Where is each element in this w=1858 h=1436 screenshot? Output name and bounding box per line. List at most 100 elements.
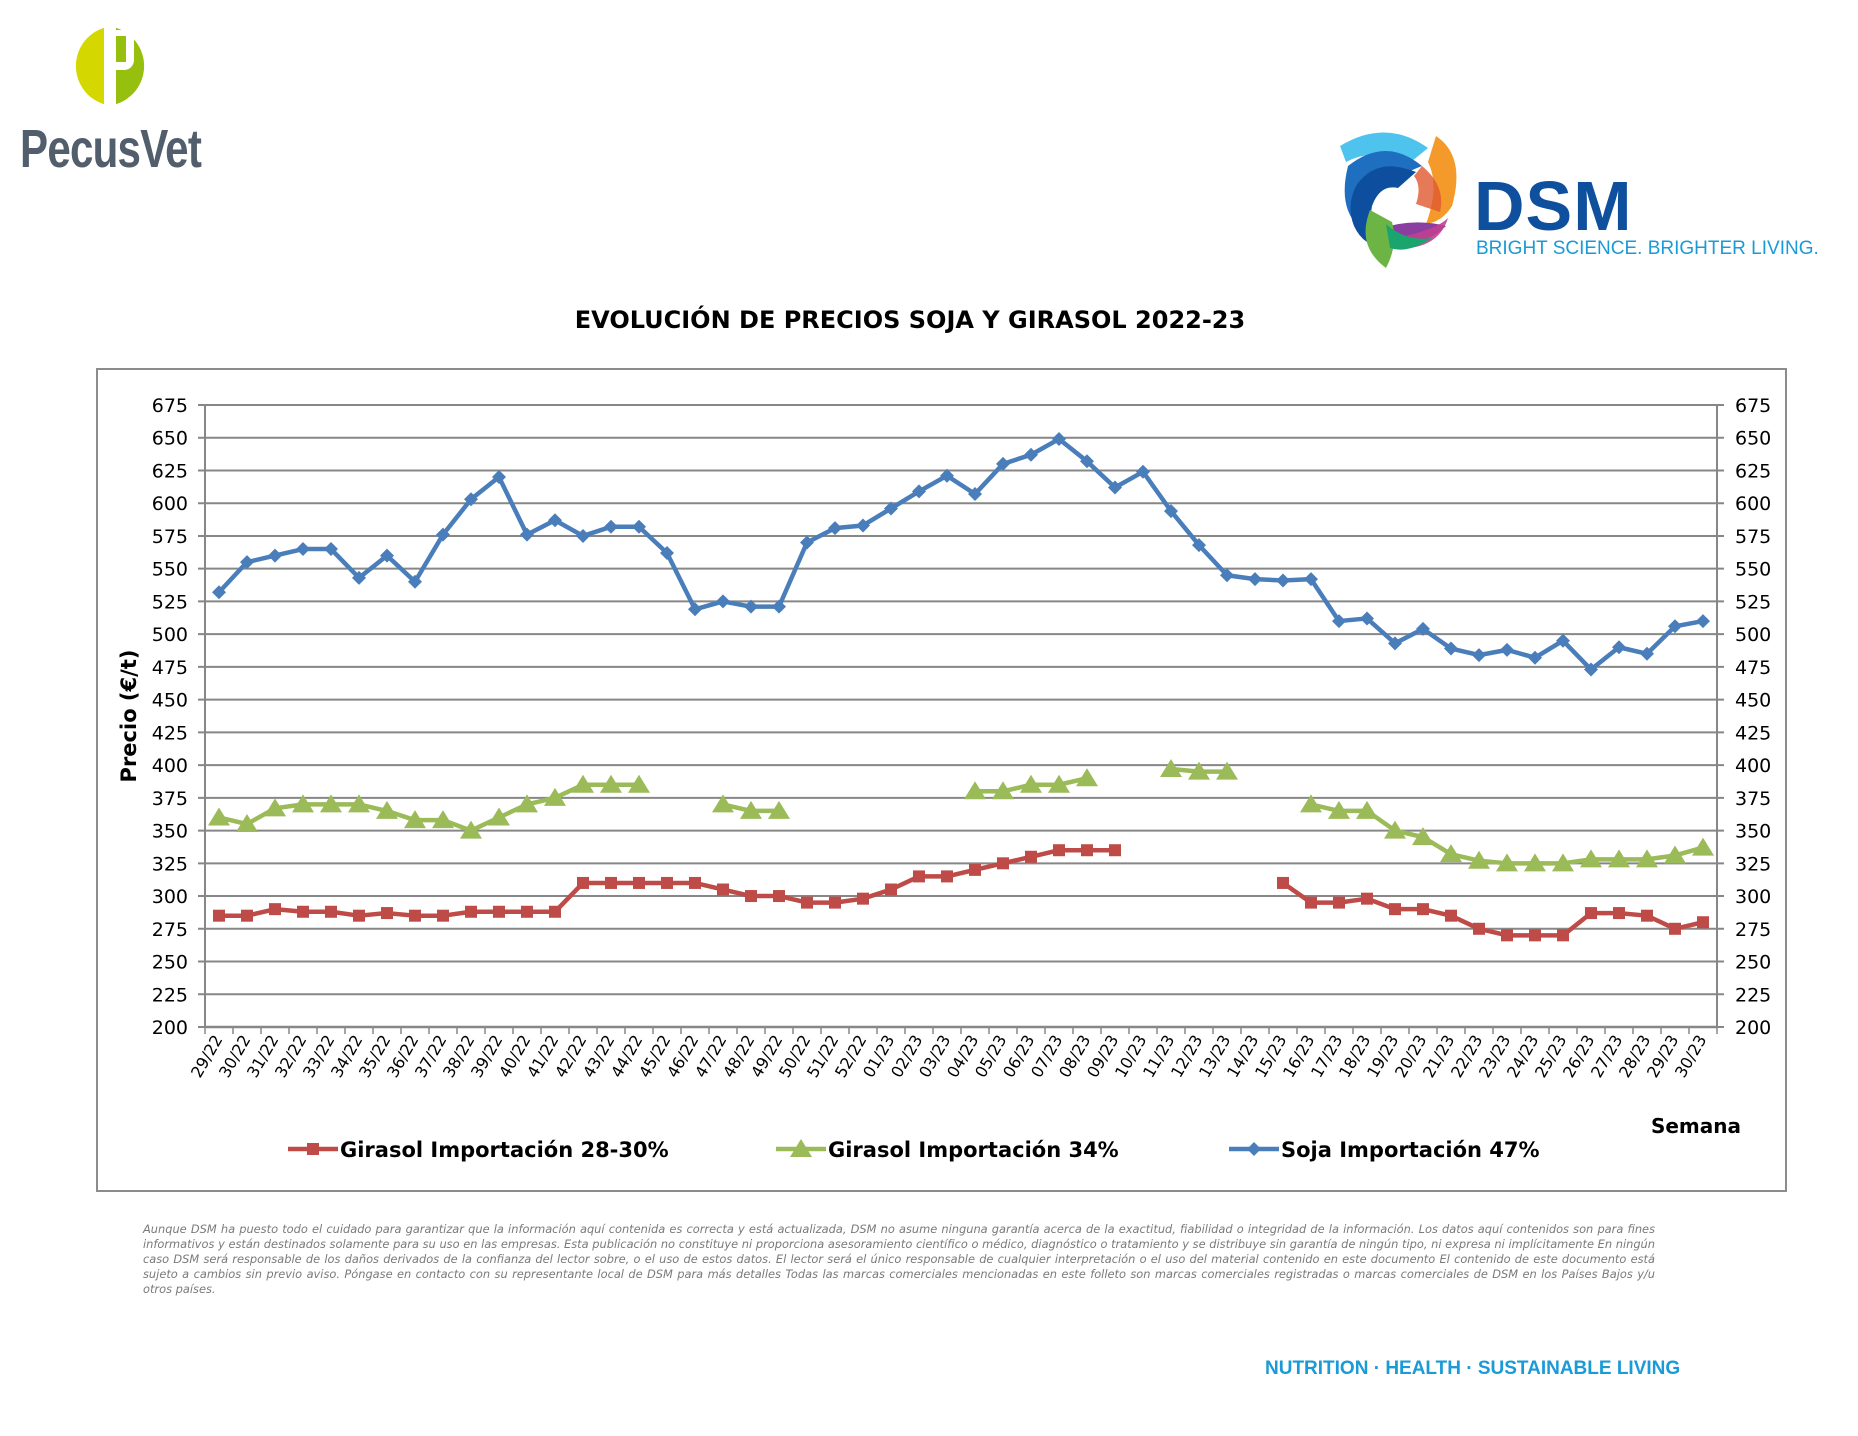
y-tick-label-right: 550 (1735, 559, 1771, 581)
data-point (236, 814, 258, 833)
data-point (213, 909, 225, 922)
data-point (856, 518, 870, 533)
data-point (772, 599, 786, 614)
chart-title: EVOLUCIÓN DE PRECIOS SOJA Y GIRASOL 2022… (574, 306, 1246, 334)
y-tick-label-left: 525 (152, 591, 188, 613)
data-point (464, 492, 478, 507)
y-tick-label-left: 350 (152, 821, 188, 843)
pecusvet-logo-icon (75, 27, 145, 105)
data-point (628, 774, 650, 793)
data-point (492, 470, 506, 485)
data-point (353, 909, 365, 922)
data-point (828, 521, 842, 536)
data-point (381, 907, 393, 920)
data-point (1216, 761, 1238, 780)
y-tick-label-left: 675 (152, 395, 188, 417)
data-point (1613, 907, 1625, 920)
data-point (488, 807, 510, 826)
data-point (1192, 538, 1206, 553)
data-point (1388, 636, 1402, 651)
data-point (801, 896, 813, 909)
y-tick-label-right: 650 (1735, 428, 1771, 450)
data-point (577, 876, 589, 889)
data-point (1668, 619, 1682, 634)
data-point (1552, 853, 1574, 872)
data-point (1109, 844, 1121, 857)
data-point (325, 905, 337, 918)
series-diamond-2 (212, 432, 1710, 677)
data-point (605, 876, 617, 889)
data-point (208, 807, 230, 826)
data-point (913, 870, 925, 883)
y-tick-label-right: 400 (1735, 755, 1771, 777)
data-point (1612, 640, 1626, 655)
y-tick-label-left: 300 (152, 886, 188, 908)
data-point (912, 484, 926, 499)
y-axis-label: Precio (€/t) (117, 650, 141, 783)
data-point (1500, 642, 1514, 657)
data-point (576, 528, 590, 543)
y-tick-label-left: 500 (152, 624, 188, 646)
data-point (292, 794, 314, 813)
y-tick-label-left: 450 (152, 690, 188, 712)
data-point (740, 800, 762, 819)
data-point (1580, 849, 1602, 868)
data-point (1640, 646, 1654, 661)
data-point (352, 570, 366, 585)
data-point (1585, 907, 1597, 920)
data-point (1557, 929, 1569, 942)
data-point (996, 456, 1010, 471)
y-tick-label-left: 200 (152, 1017, 188, 1039)
data-point (745, 890, 757, 903)
data-point (1025, 850, 1037, 863)
data-point (1333, 896, 1345, 909)
data-point (744, 599, 758, 614)
data-point (1300, 794, 1322, 813)
data-point (1160, 759, 1182, 778)
y-tick-label-right: 625 (1735, 460, 1771, 482)
y-tick-label-left: 375 (152, 788, 188, 810)
footer-tagline: NUTRITION · HEALTH · SUSTAINABLE LIVING (1265, 1358, 1681, 1379)
data-point (940, 468, 954, 483)
legend-marker-icon (307, 1143, 319, 1155)
data-point (1697, 916, 1709, 929)
data-point (1412, 827, 1434, 846)
y-tick-label-right: 325 (1735, 853, 1771, 875)
series-line (1281, 881, 1704, 938)
data-point (768, 800, 790, 819)
data-point (212, 585, 226, 600)
y-tick-label-left: 550 (152, 559, 188, 581)
data-point (1052, 432, 1066, 447)
data-point (376, 800, 398, 819)
y-tick-label-left: 325 (152, 853, 188, 875)
data-point (1608, 849, 1630, 868)
data-point (885, 883, 897, 896)
data-point (1473, 922, 1485, 935)
data-point (1524, 853, 1546, 872)
legend: Girasol Importación 28-30% Girasol Import… (288, 1138, 1540, 1162)
series-triangle-1 (208, 759, 1714, 872)
legend-label: Soja Importación 47% (1281, 1138, 1540, 1162)
data-point (1305, 896, 1317, 909)
data-point (1501, 929, 1513, 942)
data-point (240, 555, 254, 570)
data-point (264, 798, 286, 817)
y-tick-label-left: 600 (152, 493, 188, 515)
dsm-tagline: BRIGHT SCIENCE. BRIGHTER LIVING. (1476, 238, 1819, 259)
pecusvet-logo-text: PecusVet (20, 119, 202, 179)
y-tick-label-right: 675 (1735, 395, 1771, 417)
data-point (1164, 504, 1178, 519)
data-point (432, 810, 454, 829)
data-point (1108, 480, 1122, 495)
data-point (1384, 820, 1406, 839)
data-point (436, 527, 450, 542)
legend-item: Soja Importación 47% (1229, 1138, 1540, 1162)
data-point (465, 905, 477, 918)
data-point (1332, 614, 1346, 629)
data-point (1080, 454, 1094, 469)
data-point (380, 548, 394, 563)
data-point (773, 890, 785, 903)
data-point (712, 794, 734, 813)
data-point (241, 909, 253, 922)
data-point (1472, 648, 1486, 663)
